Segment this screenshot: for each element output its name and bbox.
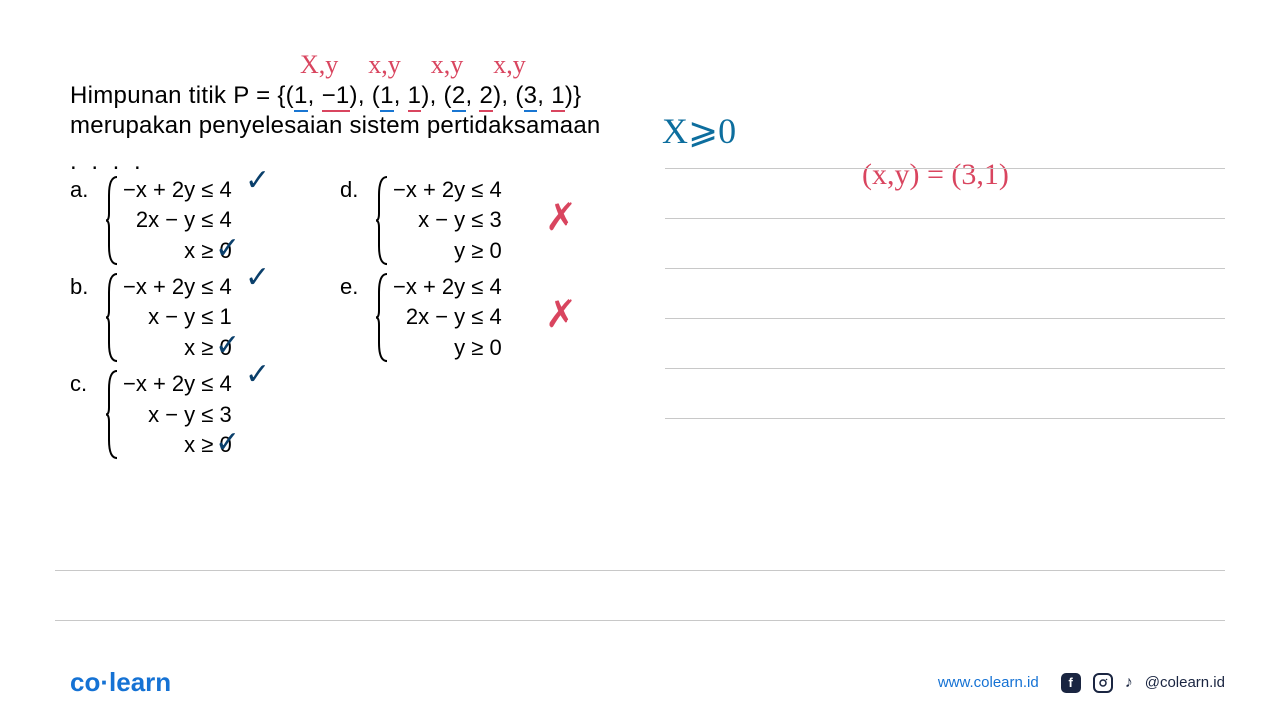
footer-right: www.colearn.id f ♪ @colearn.id	[938, 673, 1225, 693]
equation: −x + 2y ≤ 4	[393, 272, 502, 302]
option-d: d. −x + 2y ≤ 4 x − y ≤ 3 y ≥ 0 ✗	[340, 175, 610, 266]
option-label: b.	[70, 272, 105, 300]
footer-url[interactable]: www.colearn.id	[938, 674, 1039, 691]
check-icon: ✓	[215, 231, 240, 266]
equation: −x + 2y ≤ 4	[393, 175, 502, 205]
option-e: e. −x + 2y ≤ 4 2x − y ≤ 4 y ≥ 0 ✗	[340, 272, 610, 363]
equation: 2x − y ≤ 4	[393, 302, 502, 332]
check-icon: ✓	[245, 163, 270, 198]
note-x-geq-0: X⩾0	[662, 110, 1222, 152]
xy-label: X,y	[300, 50, 338, 80]
option-label: d.	[340, 175, 375, 203]
equation: −x + 2y ≤ 4	[123, 369, 232, 399]
brace-icon	[105, 369, 119, 460]
handwritten-panel: X⩾0 (x,y) = (3,1)	[662, 110, 1222, 152]
check-icon: ✓	[245, 260, 270, 295]
brace-icon	[375, 272, 389, 363]
question-line-2: merupakan penyelesaian sistem pertidaksa…	[70, 112, 600, 140]
option-a: a. −x + 2y ≤ 4 2x − y ≤ 4 x ≥ 0 ✓ ✓	[70, 175, 340, 266]
option-label: a.	[70, 175, 105, 203]
xy-label: x,y	[431, 50, 464, 80]
footer-handle: @colearn.id	[1145, 674, 1225, 691]
equation: −x + 2y ≤ 4	[123, 175, 232, 205]
option-c: c. −x + 2y ≤ 4 x − y ≤ 3 x ≥ 0 ✓ ✓	[70, 369, 340, 460]
options-grid: a. −x + 2y ≤ 4 2x − y ≤ 4 x ≥ 0 ✓ ✓ d. −…	[70, 175, 610, 460]
equation: x − y ≤ 3	[393, 205, 502, 235]
question-line-1: Himpunan titik P = {(1, −1), (1, 1), (2,…	[70, 82, 581, 110]
brace-icon	[375, 175, 389, 266]
check-icon: ✓	[245, 357, 270, 392]
x-mark-icon: ✗	[545, 292, 577, 337]
note-xy-31: (x,y) = (3,1)	[862, 158, 1009, 192]
instagram-icon[interactable]	[1093, 673, 1113, 693]
logo: co·learn	[70, 667, 171, 698]
xy-label: x,y	[493, 50, 526, 80]
check-icon: ✓	[215, 328, 240, 363]
option-label: c.	[70, 369, 105, 397]
option-b: b. −x + 2y ≤ 4 x − y ≤ 1 x ≥ 0 ✓ ✓	[70, 272, 340, 363]
tiktok-icon[interactable]: ♪	[1125, 674, 1133, 692]
equation: −x + 2y ≤ 4	[123, 272, 232, 302]
xy-annotations: X,y x,y x,y x,y	[300, 50, 526, 80]
option-label: e.	[340, 272, 375, 300]
equation: y ≥ 0	[393, 333, 502, 363]
equation: y ≥ 0	[393, 236, 502, 266]
brace-icon	[105, 175, 119, 266]
question-dots: . . . .	[70, 148, 145, 176]
facebook-icon[interactable]: f	[1061, 673, 1081, 693]
brace-icon	[105, 272, 119, 363]
check-icon: ✓	[215, 425, 240, 460]
x-mark-icon: ✗	[545, 195, 577, 240]
footer: co·learn www.colearn.id f ♪ @colearn.id	[70, 667, 1225, 698]
xy-label: x,y	[368, 50, 401, 80]
